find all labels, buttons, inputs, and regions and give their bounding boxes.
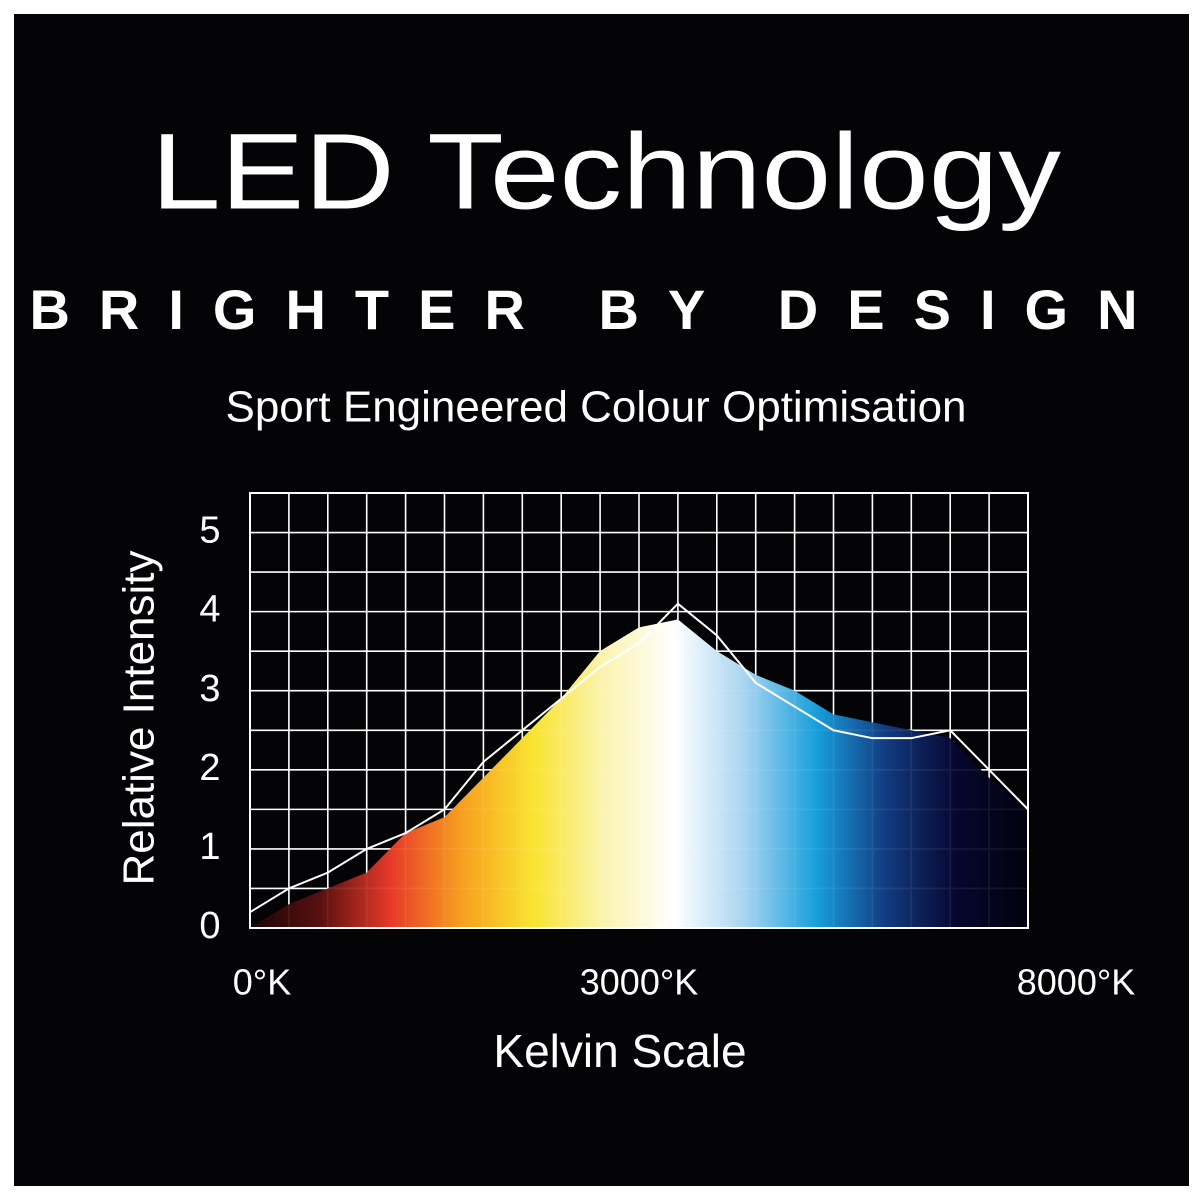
- y-tick-label: 1: [199, 826, 220, 868]
- x-axis-label: Kelvin Scale: [493, 1025, 746, 1077]
- plot-frame: [249, 492, 1029, 929]
- x-tick-label: 3000°K: [580, 962, 699, 1003]
- y-tick-label: 5: [199, 510, 220, 552]
- y-tick-label: 0: [199, 905, 220, 947]
- spectrum-area-overlay: [250, 619, 1028, 928]
- subtitle: BRIGHTER BY DESIGN: [29, 278, 1166, 341]
- background: [12, 12, 1191, 1188]
- y-tick-label: 4: [199, 589, 220, 631]
- y-tick-label: 2: [199, 747, 220, 789]
- x-tick-label: 8000°K: [1017, 962, 1136, 1003]
- title: LED Technology: [151, 111, 1061, 232]
- y-tick-label: 3: [199, 668, 220, 710]
- intensity-line: [249, 602, 1029, 914]
- tagline: Sport Engineered Colour Optimisation: [225, 383, 966, 432]
- y-axis-label: Relative Intensity: [115, 550, 164, 885]
- x-tick-label: 0°K: [233, 962, 291, 1003]
